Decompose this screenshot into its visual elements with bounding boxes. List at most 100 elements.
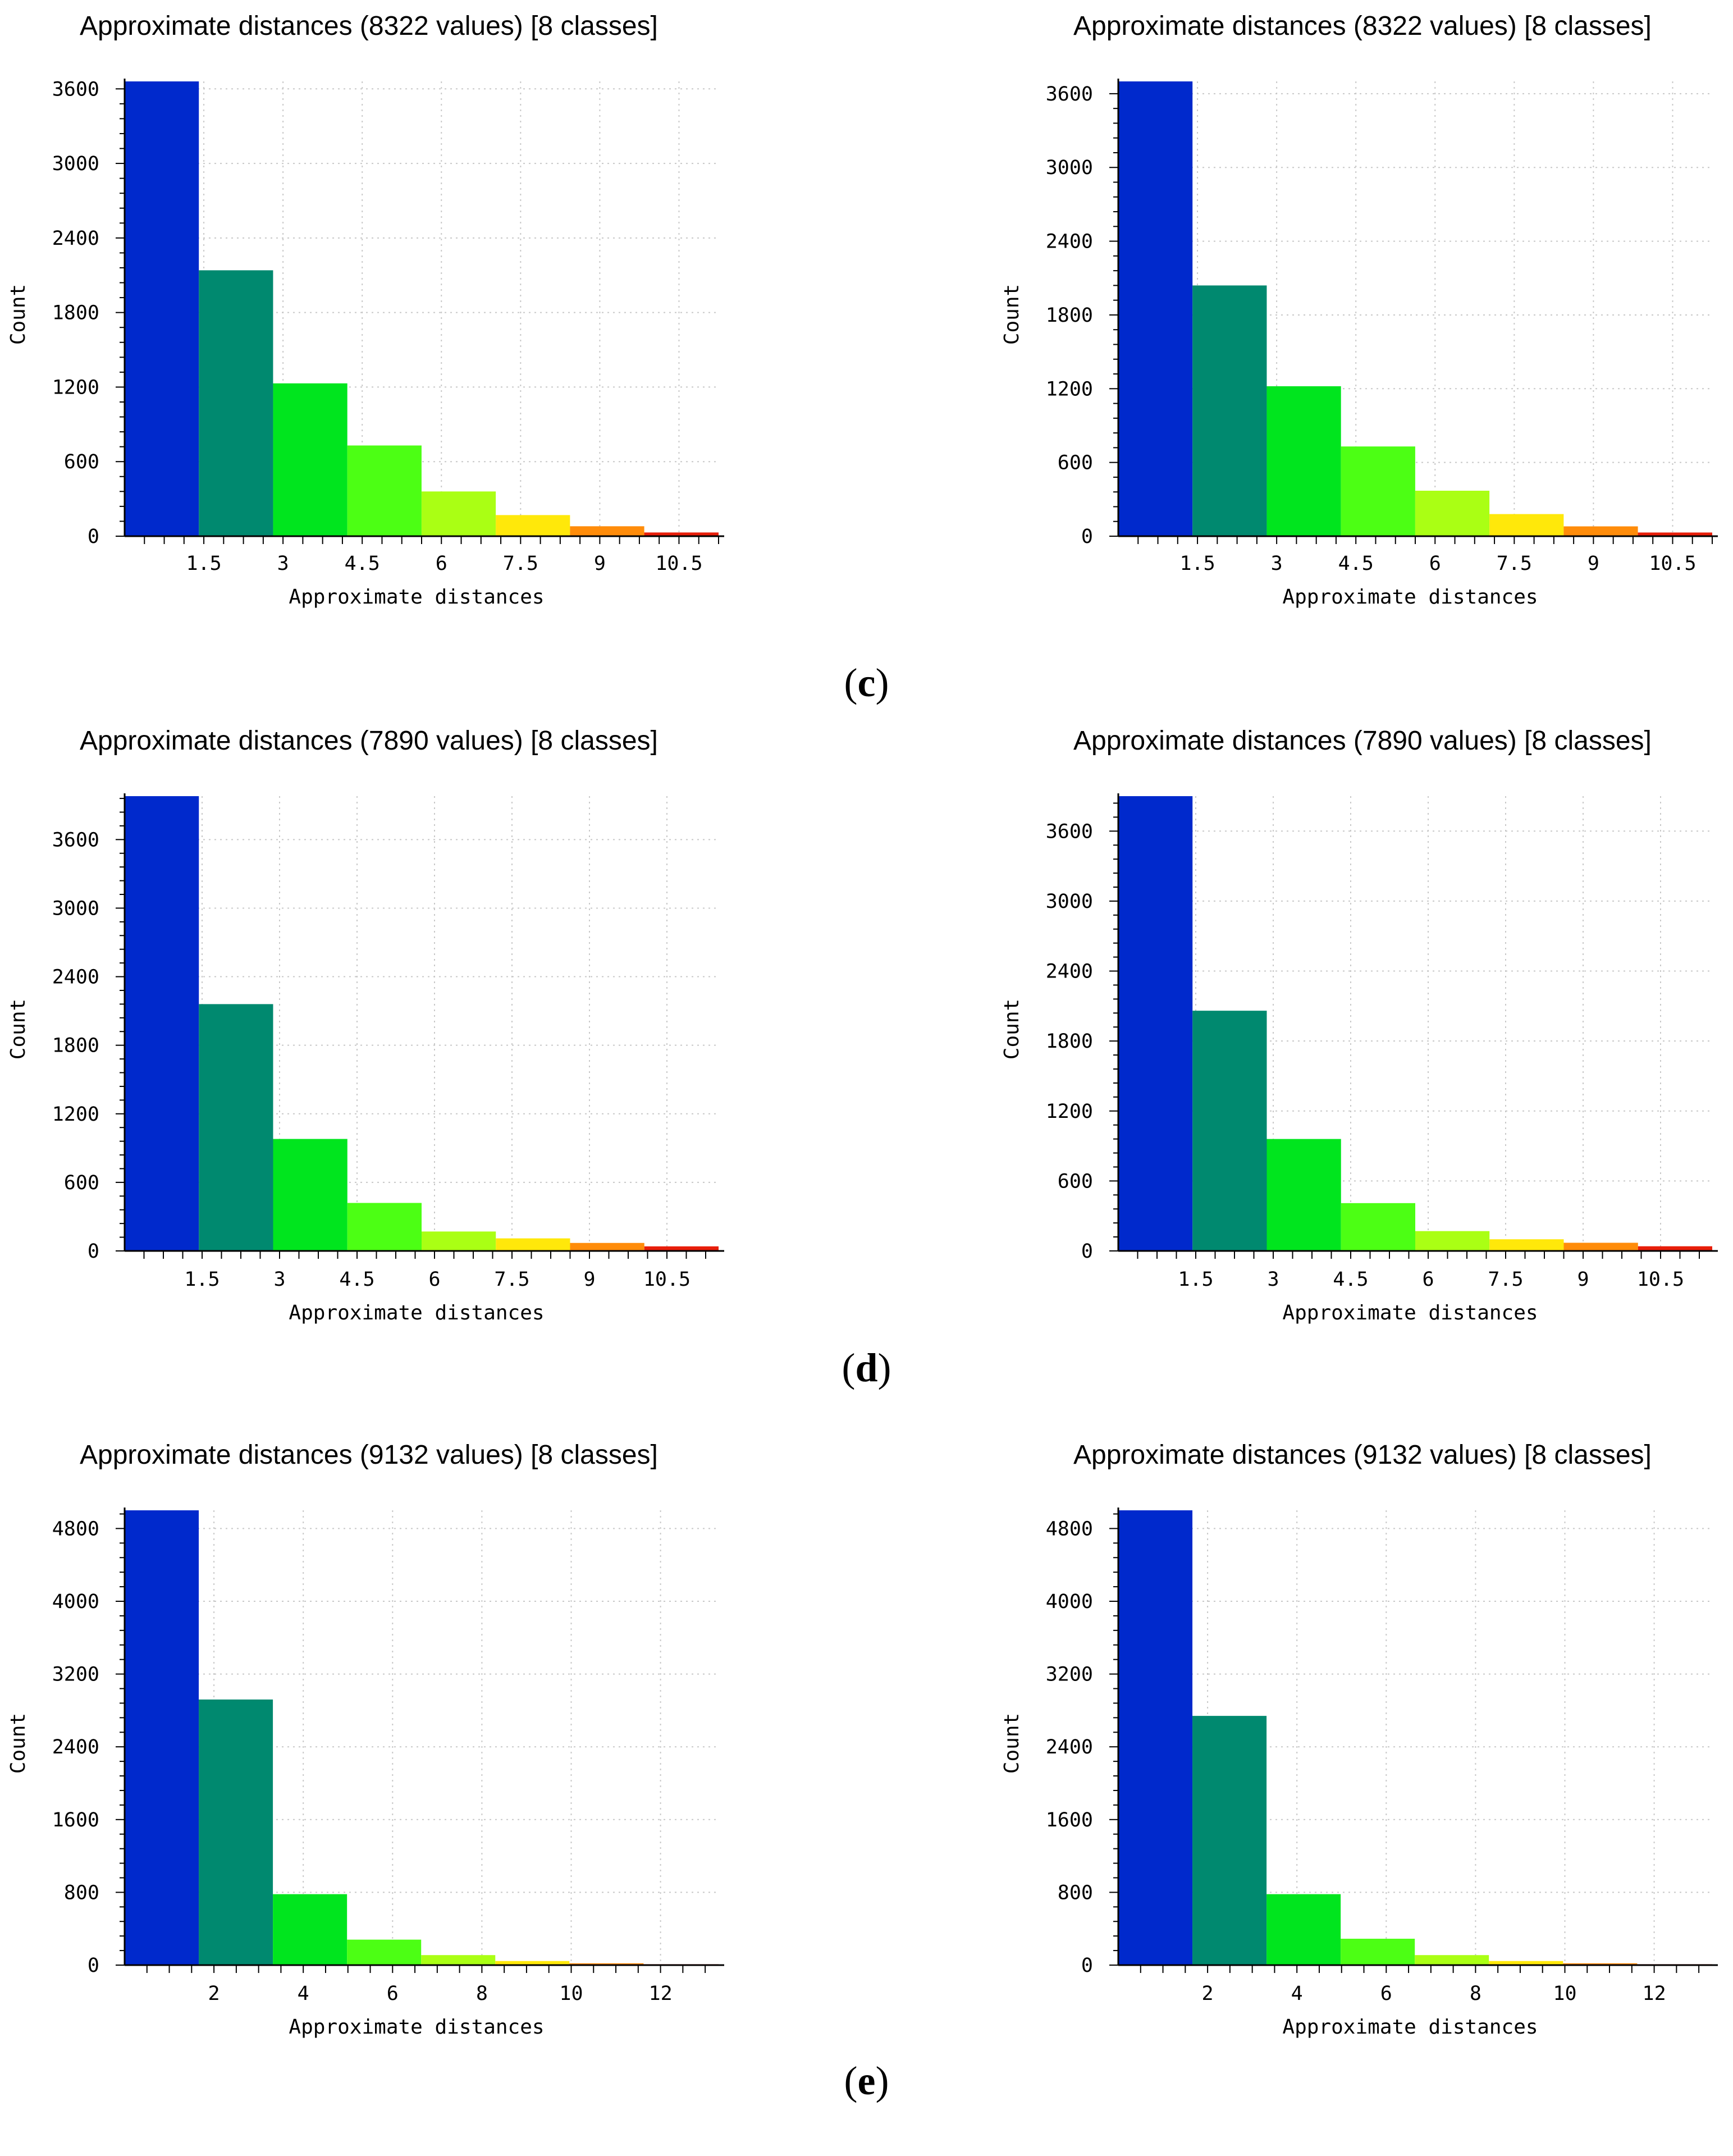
x-tick-label: 3 <box>1267 1268 1279 1291</box>
y-tick-label: 0 <box>88 1240 99 1263</box>
x-tick-label: 9 <box>583 1268 595 1291</box>
chart-c-right: Approximate distances (8322 values) [8 c… <box>1000 11 1718 609</box>
histogram-bar <box>570 526 644 536</box>
y-tick-label: 3000 <box>1046 890 1093 913</box>
histogram-bar <box>1415 1955 1489 1965</box>
x-tick-label: 2 <box>208 1983 220 2005</box>
y-tick-label: 1200 <box>52 376 99 399</box>
x-tick-label: 6 <box>1380 1983 1392 2005</box>
y-tick-label: 0 <box>1081 526 1093 548</box>
x-tick-label: 3 <box>1271 552 1283 575</box>
histogram-bar <box>644 1246 719 1251</box>
y-tick-label: 0 <box>88 1954 99 1977</box>
x-axis-label: Approximate distances <box>289 2016 544 2039</box>
y-axis-label: Count <box>1000 1713 1023 1774</box>
histogram-bar <box>569 1963 644 1965</box>
y-tick-label: 3000 <box>52 897 99 920</box>
x-tick-label: 7.5 <box>494 1268 529 1291</box>
histogram-bar <box>1341 1939 1415 1965</box>
histogram-bar <box>422 1231 496 1251</box>
y-tick-label: 3600 <box>52 829 99 851</box>
chart-d-left: Approximate distances (7890 values) [8 c… <box>7 726 724 1324</box>
x-tick-label: 6 <box>436 552 447 575</box>
y-tick-label: 3000 <box>1046 157 1093 179</box>
y-tick-label: 600 <box>1058 452 1093 474</box>
y-tick-label: 1600 <box>1046 1809 1093 1831</box>
x-tick-label: 8 <box>1470 1983 1481 2005</box>
x-tick-label: 3 <box>273 1268 285 1291</box>
chart-title: Approximate distances (7890 values) [8 c… <box>1073 726 1652 756</box>
x-tick-label: 7.5 <box>1488 1268 1523 1291</box>
histogram-bar <box>1266 1894 1341 1965</box>
x-tick-label: 3 <box>277 552 289 575</box>
histogram-bar <box>1341 1203 1415 1251</box>
histogram-bar <box>125 1510 199 1965</box>
x-tick-label: 6 <box>1422 1268 1434 1291</box>
panel-label-c: (c) <box>844 660 889 705</box>
histogram-bar <box>273 1139 347 1251</box>
x-axis-label: Approximate distances <box>1282 2016 1538 2039</box>
histogram-bar <box>495 1961 570 1965</box>
x-axis-label: Approximate distances <box>1282 1301 1538 1324</box>
y-tick-label: 4000 <box>1046 1591 1093 1613</box>
y-tick-label: 2400 <box>52 1736 99 1758</box>
x-tick-label: 6 <box>1429 552 1441 575</box>
x-tick-label: 9 <box>594 552 606 575</box>
histogram-bar <box>496 515 570 536</box>
x-tick-label: 12 <box>649 1983 673 2005</box>
y-tick-label: 2400 <box>1046 1736 1093 1758</box>
y-tick-label: 1200 <box>1046 1100 1093 1123</box>
chart-d-right: Approximate distances (7890 values) [8 c… <box>1000 726 1718 1324</box>
x-tick-label: 10.5 <box>1649 552 1696 575</box>
histogram-bar <box>1563 1963 1638 1965</box>
histogram-bar <box>1638 532 1712 536</box>
chart-e-left: Approximate distances (9132 values) [8 c… <box>7 1440 724 2039</box>
histogram-bar <box>1118 796 1193 1251</box>
histogram-bar <box>421 491 496 536</box>
histogram-bar <box>1415 491 1490 536</box>
y-tick-label: 600 <box>64 451 99 473</box>
y-axis-label: Count <box>7 999 30 1059</box>
y-axis-label: Count <box>1000 999 1023 1059</box>
x-tick-label: 12 <box>1643 1983 1666 2005</box>
histogram-bar <box>1192 1716 1267 1965</box>
histogram-bar <box>644 532 719 536</box>
histogram-bar <box>1192 1011 1267 1251</box>
y-tick-label: 1800 <box>1046 304 1093 327</box>
histogram-bar <box>1489 514 1564 536</box>
x-tick-label: 4.5 <box>345 552 380 575</box>
y-tick-label: 3600 <box>1046 83 1093 106</box>
x-tick-label: 10.5 <box>1637 1268 1684 1291</box>
x-tick-label: 4 <box>298 1983 309 2005</box>
y-tick-label: 0 <box>1081 1954 1093 1977</box>
x-axis-label: Approximate distances <box>289 1301 544 1324</box>
histogram-bar <box>1489 1961 1563 1965</box>
histogram-bar <box>1266 1139 1341 1251</box>
x-tick-label: 10 <box>1553 1983 1576 2005</box>
chart-title: Approximate distances (9132 values) [8 c… <box>1073 1440 1652 1470</box>
histogram-bar <box>347 1203 422 1251</box>
x-tick-label: 8 <box>476 1983 488 2005</box>
histogram-bar <box>1192 285 1267 536</box>
x-tick-label: 1.5 <box>1178 1268 1213 1291</box>
y-tick-label: 600 <box>1058 1170 1093 1193</box>
y-tick-label: 0 <box>88 526 99 548</box>
x-tick-label: 4.5 <box>1333 1268 1368 1291</box>
y-tick-label: 1800 <box>1046 1030 1093 1053</box>
y-tick-label: 3000 <box>52 153 99 175</box>
x-tick-label: 2 <box>1202 1983 1214 2005</box>
chart-c-left: Approximate distances (8322 values) [8 c… <box>7 11 724 609</box>
x-axis-label: Approximate distances <box>289 586 544 609</box>
x-axis-label: Approximate distances <box>1282 586 1538 609</box>
histogram-bar <box>125 81 199 536</box>
y-tick-label: 2400 <box>1046 231 1093 253</box>
y-tick-label: 3600 <box>1046 820 1093 843</box>
x-tick-label: 9 <box>1577 1268 1589 1291</box>
y-axis-label: Count <box>7 284 30 345</box>
x-tick-label: 1.5 <box>184 1268 220 1291</box>
x-tick-label: 1.5 <box>186 552 221 575</box>
histogram-bar <box>347 445 422 536</box>
histogram-bar <box>1638 1246 1712 1251</box>
